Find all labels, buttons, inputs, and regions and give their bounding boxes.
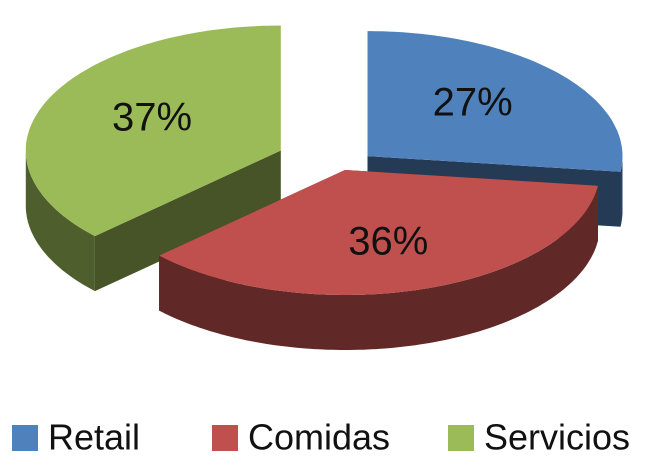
slice xyxy=(159,170,598,350)
legend-swatch xyxy=(448,425,474,451)
slice xyxy=(25,25,281,292)
slice xyxy=(25,25,281,237)
legend-swatch xyxy=(212,425,238,451)
legend-swatch xyxy=(12,425,38,451)
slice-wall xyxy=(25,150,95,292)
slice xyxy=(367,31,623,172)
legend-label: Servicios xyxy=(484,417,630,458)
data-label: 37% xyxy=(112,95,192,139)
legend-label: Comidas xyxy=(248,417,390,458)
legend-label: Retail xyxy=(48,417,140,458)
slice xyxy=(159,170,598,295)
slice-side xyxy=(94,150,281,292)
slice-wall xyxy=(159,185,598,350)
data-label: 27% xyxy=(433,80,513,124)
data-label: 36% xyxy=(348,219,428,263)
slice-wall xyxy=(620,156,623,227)
